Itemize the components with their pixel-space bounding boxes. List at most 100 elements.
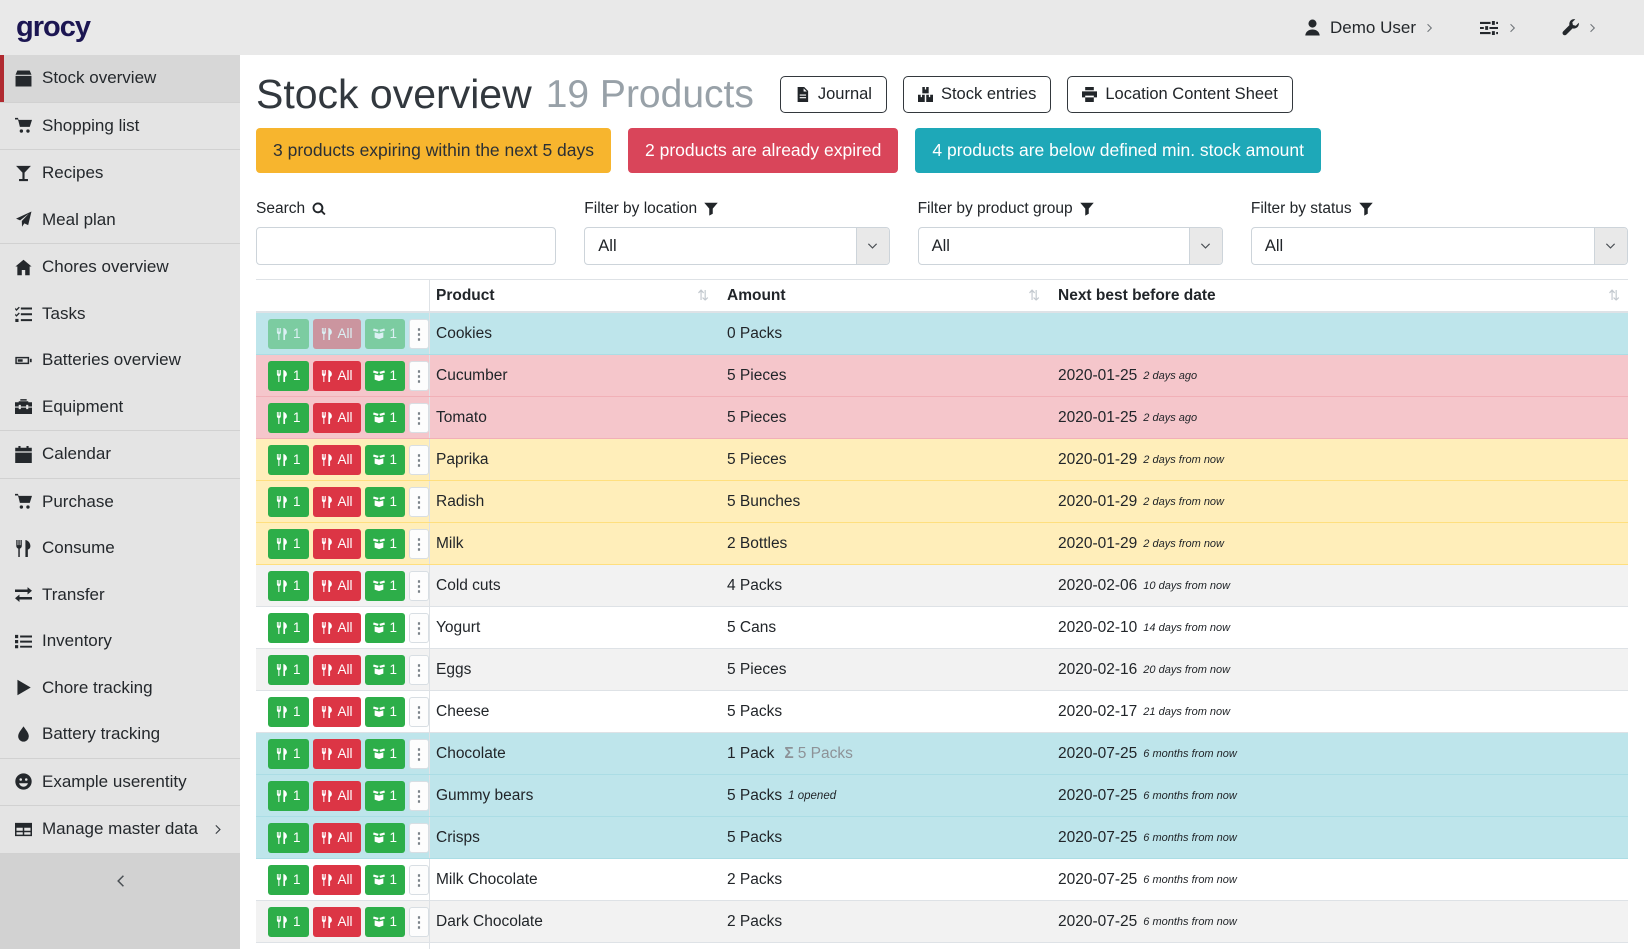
row-menu-button[interactable]: ⋮ bbox=[409, 319, 429, 349]
location-filter-select[interactable]: All bbox=[584, 227, 889, 265]
open-one-button[interactable]: 1 bbox=[365, 823, 406, 853]
row-menu-button[interactable]: ⋮ bbox=[409, 361, 429, 391]
row-menu-button[interactable]: ⋮ bbox=[409, 445, 429, 475]
consume-one-button[interactable]: 1 bbox=[268, 697, 309, 727]
location-content-sheet-button[interactable]: Location Content Sheet bbox=[1067, 76, 1292, 113]
sidebar-item-equipment[interactable]: Equipment bbox=[0, 384, 240, 431]
best-before-date: 2020-07-25 bbox=[1058, 871, 1137, 889]
row-menu-button[interactable]: ⋮ bbox=[409, 823, 429, 853]
sidebar-item-chore-tracking[interactable]: Chore tracking bbox=[0, 665, 240, 712]
sidebar-collapse-button[interactable] bbox=[0, 854, 240, 949]
consume-one-button[interactable]: 1 bbox=[268, 319, 309, 349]
consume-all-button[interactable]: All bbox=[313, 613, 361, 643]
search-input[interactable] bbox=[256, 227, 556, 265]
sidebar-item-transfer[interactable]: Transfer bbox=[0, 572, 240, 619]
row-menu-button[interactable]: ⋮ bbox=[409, 403, 429, 433]
row-menu-button[interactable]: ⋮ bbox=[409, 781, 429, 811]
sidebar-item-manage-master-data[interactable]: Manage master data bbox=[0, 806, 240, 853]
consume-all-button[interactable]: All bbox=[313, 571, 361, 601]
below-min-stock-alert[interactable]: 4 products are below defined min. stock … bbox=[915, 128, 1321, 173]
row-menu-button[interactable]: ⋮ bbox=[409, 613, 429, 643]
open-one-button[interactable]: 1 bbox=[365, 403, 406, 433]
row-menu-button[interactable]: ⋮ bbox=[409, 529, 429, 559]
row-menu-button[interactable]: ⋮ bbox=[409, 487, 429, 517]
open-one-button[interactable]: 1 bbox=[365, 907, 406, 937]
product-name: Dark Chocolate bbox=[430, 901, 727, 942]
sidebar-item-batteries-overview[interactable]: Batteries overview bbox=[0, 337, 240, 384]
status-filter-select[interactable]: All bbox=[1251, 227, 1628, 265]
consume-all-button[interactable]: All bbox=[313, 361, 361, 391]
consume-one-button[interactable]: 1 bbox=[268, 403, 309, 433]
expiring-products-alert[interactable]: 3 products expiring within the next 5 da… bbox=[256, 128, 611, 173]
col-amount[interactable]: Amount ⇅ bbox=[727, 280, 1058, 313]
consume-all-button[interactable]: All bbox=[313, 739, 361, 769]
top-navbar: grocy Demo User bbox=[0, 0, 1644, 55]
consume-all-button[interactable]: All bbox=[313, 865, 361, 895]
row-menu-button[interactable]: ⋮ bbox=[409, 739, 429, 769]
sidebar-item-shopping-list[interactable]: Shopping list bbox=[0, 103, 240, 150]
admin-menu[interactable] bbox=[1562, 19, 1598, 36]
open-one-button[interactable]: 1 bbox=[365, 865, 406, 895]
consume-one-button[interactable]: 1 bbox=[268, 361, 309, 391]
journal-button[interactable]: Journal bbox=[780, 76, 887, 113]
consume-all-button[interactable]: All bbox=[313, 487, 361, 517]
consume-all-button[interactable]: All bbox=[313, 529, 361, 559]
sidebar-item-example-userentity[interactable]: Example userentity bbox=[0, 759, 240, 806]
consume-one-button[interactable]: 1 bbox=[268, 655, 309, 685]
consume-all-button[interactable]: All bbox=[313, 823, 361, 853]
consume-one-button[interactable]: 1 bbox=[268, 613, 309, 643]
open-one-button[interactable]: 1 bbox=[365, 655, 406, 685]
product-group-filter-select[interactable]: All bbox=[918, 227, 1223, 265]
consume-one-button[interactable]: 1 bbox=[268, 445, 309, 475]
sidebar-item-recipes[interactable]: Recipes bbox=[0, 150, 240, 197]
sidebar-item-consume[interactable]: Consume bbox=[0, 525, 240, 572]
open-one-button[interactable]: 1 bbox=[365, 613, 406, 643]
open-one-button[interactable]: 1 bbox=[365, 739, 406, 769]
open-one-button[interactable]: 1 bbox=[365, 571, 406, 601]
row-menu-button[interactable]: ⋮ bbox=[409, 907, 429, 937]
sidebar-item-purchase[interactable]: Purchase bbox=[0, 479, 240, 526]
sidebar-item-inventory[interactable]: Inventory bbox=[0, 618, 240, 665]
sidebar-item-calendar[interactable]: Calendar bbox=[0, 431, 240, 478]
open-one-button[interactable]: 1 bbox=[365, 529, 406, 559]
consume-all-button[interactable]: All bbox=[313, 907, 361, 937]
open-one-button[interactable]: 1 bbox=[365, 697, 406, 727]
status-filter-label: Filter by status bbox=[1251, 200, 1628, 218]
user-menu[interactable]: Demo User bbox=[1304, 18, 1435, 38]
open-one-button[interactable]: 1 bbox=[365, 781, 406, 811]
open-one-button[interactable]: 1 bbox=[365, 487, 406, 517]
consume-one-button[interactable]: 1 bbox=[268, 865, 309, 895]
expired-products-alert[interactable]: 2 products are already expired bbox=[628, 128, 898, 173]
sidebar-item-meal-plan[interactable]: Meal plan bbox=[0, 197, 240, 244]
open-one-button[interactable]: 1 bbox=[365, 445, 406, 475]
sidebar-item-battery-tracking[interactable]: Battery tracking bbox=[0, 711, 240, 758]
consume-one-button[interactable]: 1 bbox=[268, 907, 309, 937]
stock-settings-menu[interactable] bbox=[1479, 19, 1518, 37]
open-one-button[interactable]: 1 bbox=[365, 361, 406, 391]
consume-one-button[interactable]: 1 bbox=[268, 487, 309, 517]
row-menu-button[interactable]: ⋮ bbox=[409, 865, 429, 895]
consume-all-button[interactable]: All bbox=[313, 655, 361, 685]
open-one-button[interactable]: 1 bbox=[365, 319, 406, 349]
consume-one-button[interactable]: 1 bbox=[268, 571, 309, 601]
consume-one-button[interactable]: 1 bbox=[268, 529, 309, 559]
app-logo[interactable]: grocy bbox=[16, 11, 90, 44]
sidebar-item-label: Recipes bbox=[42, 163, 103, 183]
col-product[interactable]: Product ⇅ bbox=[430, 280, 727, 313]
consume-all-button[interactable]: All bbox=[313, 445, 361, 475]
row-menu-button[interactable]: ⋮ bbox=[409, 571, 429, 601]
consume-all-button[interactable]: All bbox=[313, 697, 361, 727]
row-menu-button[interactable]: ⋮ bbox=[409, 697, 429, 727]
consume-all-button[interactable]: All bbox=[313, 781, 361, 811]
col-next-best-before-date[interactable]: Next best before date ⇅ bbox=[1058, 280, 1628, 313]
row-menu-button[interactable]: ⋮ bbox=[409, 655, 429, 685]
stock-entries-button[interactable]: Stock entries bbox=[903, 76, 1051, 113]
sidebar-item-tasks[interactable]: Tasks bbox=[0, 291, 240, 338]
sidebar-item-chores-overview[interactable]: Chores overview bbox=[0, 244, 240, 291]
consume-one-button[interactable]: 1 bbox=[268, 739, 309, 769]
consume-one-button[interactable]: 1 bbox=[268, 823, 309, 853]
consume-all-button[interactable]: All bbox=[313, 319, 361, 349]
consume-all-button[interactable]: All bbox=[313, 403, 361, 433]
consume-one-button[interactable]: 1 bbox=[268, 781, 309, 811]
sidebar-item-stock-overview[interactable]: Stock overview bbox=[0, 55, 240, 102]
